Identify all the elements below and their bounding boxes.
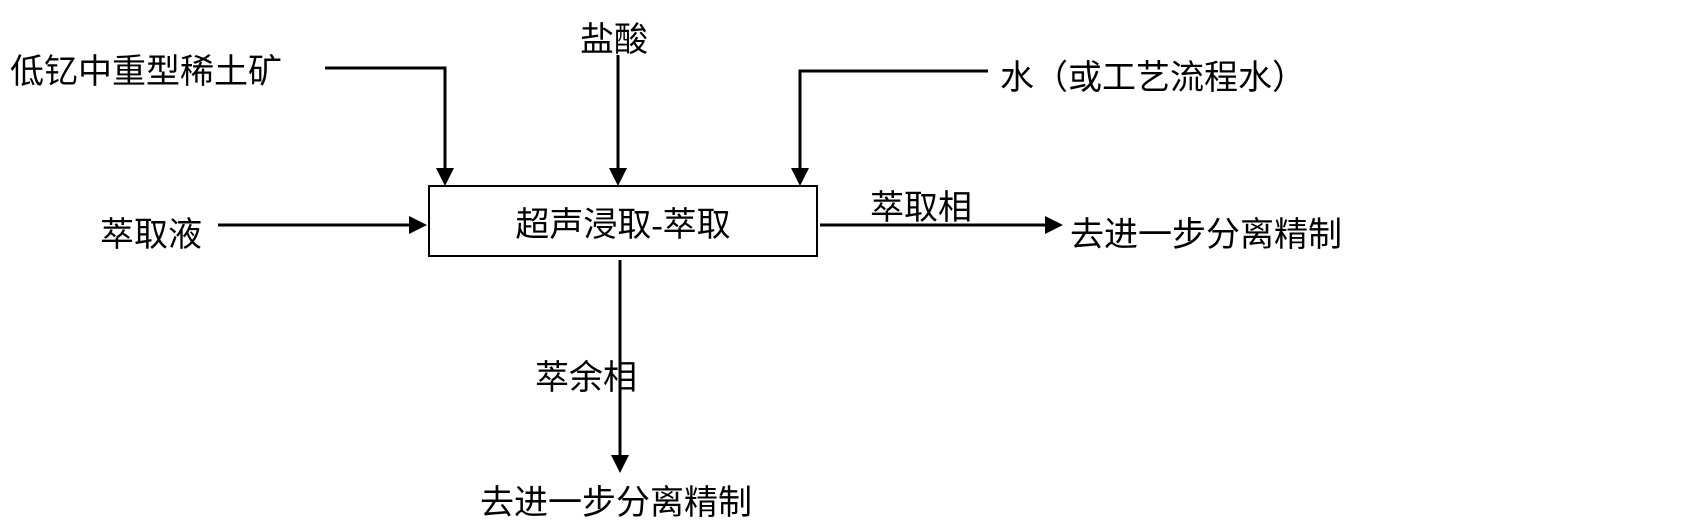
input-ore-label: 低钇中重型稀土矿 — [10, 44, 282, 93]
process-label: 超声浸取-萃取 — [515, 197, 730, 246]
output-bottom-label: 去进一步分离精制 — [480, 475, 752, 524]
edge-label-extract-phase: 萃取相 — [870, 180, 972, 229]
process-box: 超声浸取-萃取 — [428, 185, 818, 257]
edge-label-raffinate: 萃余相 — [535, 350, 637, 399]
input-water-label: 水（或工艺流程水） — [1000, 50, 1306, 99]
edge-input_top_left-to-process — [325, 68, 445, 183]
input-acid-label: 盐酸 — [580, 12, 648, 61]
output-right-label: 去进一步分离精制 — [1070, 207, 1342, 256]
input-extractant-label: 萃取液 — [100, 207, 202, 256]
edge-input_top_right-to-process — [800, 71, 988, 183]
